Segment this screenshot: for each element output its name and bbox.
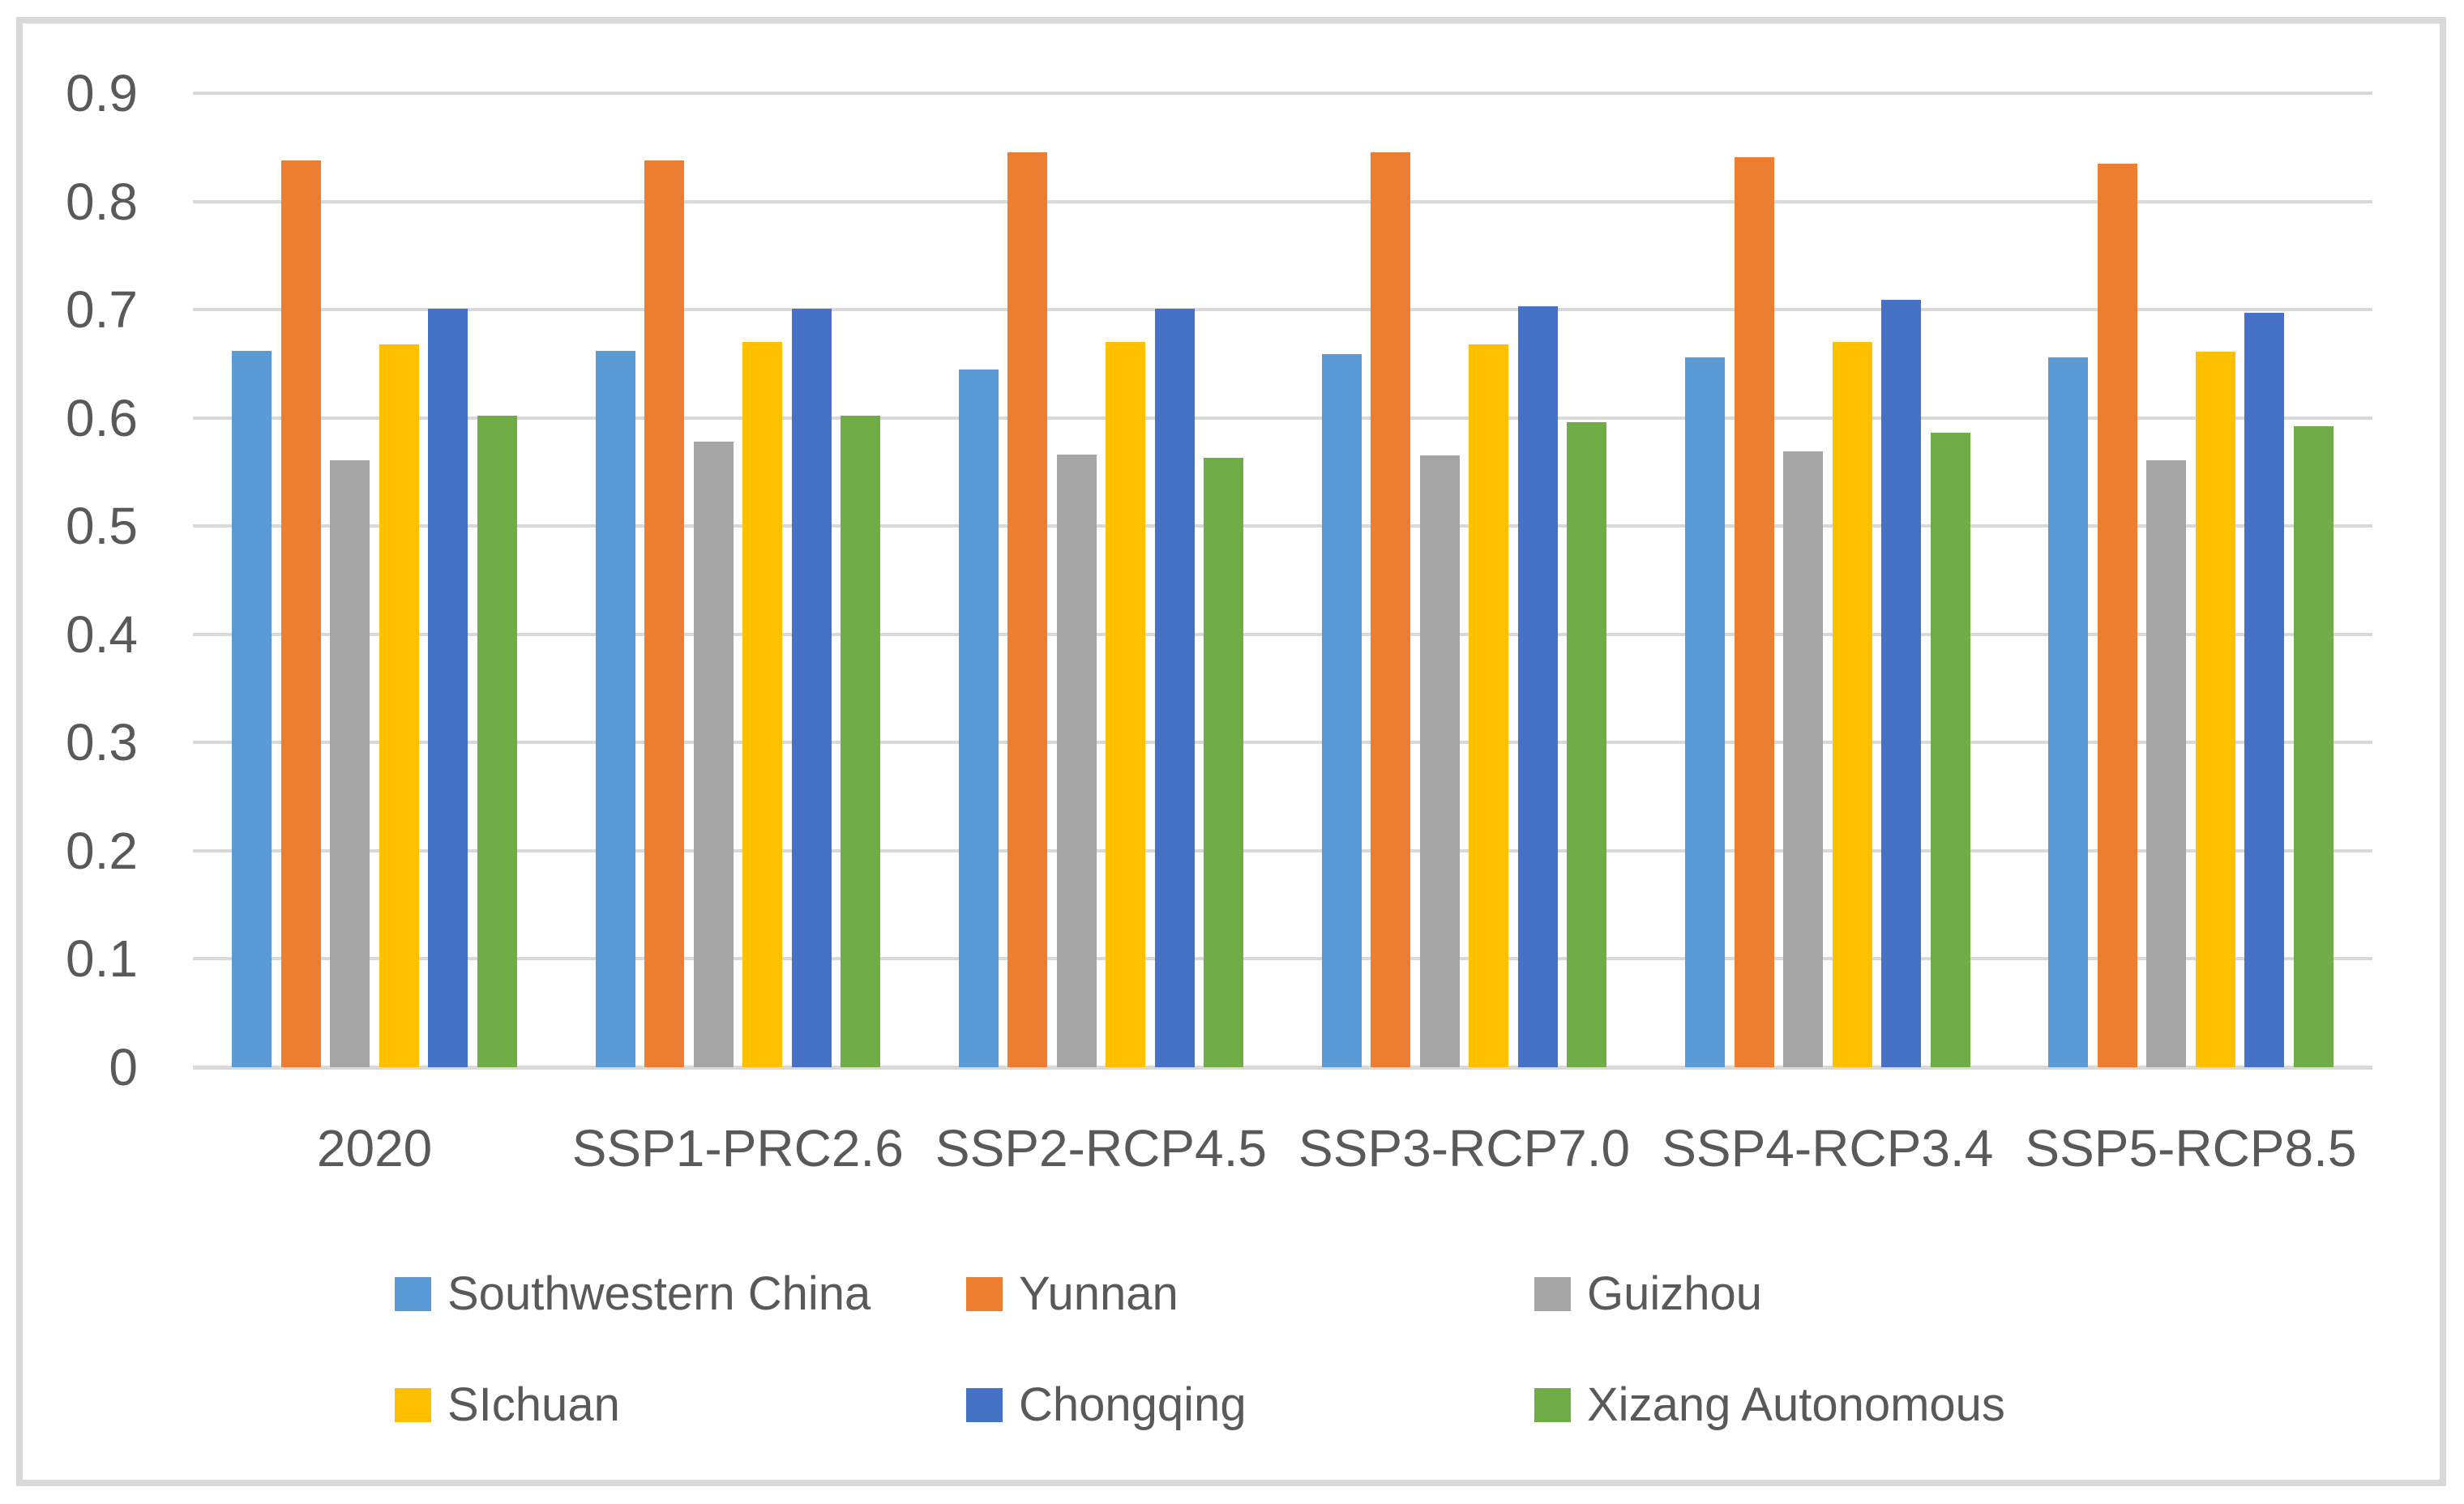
legend-label: Yunnan [1019,1267,1179,1320]
gridline [193,848,2372,852]
legend-marker-sichuan [395,1388,431,1422]
legend-marker-xizang-autonomous [1534,1388,1571,1422]
bar-guizhou [1419,455,1460,1067]
bar-xizang-autonomous [1930,433,1970,1067]
gridline [193,199,2372,203]
bar-xizang-autonomous [1567,421,1607,1067]
y-tick-label: 0.2 [66,821,138,880]
bar-chongqing [1881,300,1921,1067]
bar-yunnan [1734,156,1774,1067]
bar-southwestern-china [232,350,272,1067]
bar-xizang-autonomous [2293,426,2334,1067]
bar-xizang-autonomous [1204,458,1244,1067]
bar-sichuan [379,344,419,1067]
legend-marker-yunnan [966,1277,1003,1311]
gridline [193,416,2372,420]
bar-southwestern-china [1685,357,1725,1067]
bar-yunnan [1371,152,1411,1067]
legend-label: Chongqing [1019,1378,1247,1431]
y-tick-label: 0.1 [66,929,138,989]
y-tick-label: 0 [109,1038,138,1096]
bar-sichuan [742,342,782,1067]
bar-sichuan [1469,344,1509,1067]
gridline [193,741,2372,745]
y-tick-label: 0.6 [66,388,138,447]
bar-southwestern-china [2048,357,2089,1067]
bar-southwestern-china [1321,353,1362,1067]
gridline [193,308,2372,312]
legend-item: Xizang Autonomous [1534,1378,2005,1432]
x-axis-label: SSP4-RCP3.4 [1662,1119,1994,1177]
bar-yunnan [1007,152,1048,1067]
bar-guizhou [330,459,370,1067]
bar-southwestern-china [595,350,635,1067]
bar-xizang-autonomous [841,415,880,1067]
legend-marker-guizhou [1534,1277,1571,1311]
bar-guizhou [2146,459,2187,1067]
gridline [193,524,2372,528]
legend-label: Xizang Autonomous [1587,1378,2005,1431]
y-tick-label: 0.3 [66,713,138,772]
bar-xizang-autonomous [477,415,517,1067]
legend-label: Southwestern China [447,1267,871,1320]
gridline [193,632,2372,636]
bar-yunnan [644,160,684,1067]
legend-marker-chongqing [966,1388,1003,1422]
x-axis-label: 2020 [316,1119,433,1177]
y-tick-label: 0.9 [66,63,138,122]
bar-chongqing [791,308,832,1067]
x-axis-line [193,1066,2372,1070]
x-axis-label: SSP3-RCP7.0 [1298,1119,1631,1177]
bar-chongqing [1154,308,1195,1067]
x-axis-label: SSP1-PRC2.6 [571,1119,904,1177]
legend-label: Guizhou [1587,1267,1763,1320]
legend-item: Yunnan [966,1267,1179,1321]
bar-chongqing [1517,306,1558,1067]
gridline [193,957,2372,961]
legend-item: Guizhou [1534,1267,1762,1321]
y-tick-label: 0.4 [66,605,138,664]
bar-chongqing [2244,313,2285,1067]
bar-guizhou [693,442,734,1067]
legend-item: Chongqing [966,1378,1247,1432]
legend-item: Southwestern China [395,1267,871,1321]
x-axis-label: SSP5-RCP8.5 [2025,1119,2357,1177]
legend-label: SIchuan [447,1378,620,1431]
legend-marker-southwestern-china [395,1277,431,1311]
bar-sichuan [1832,342,1872,1067]
bar-guizhou [1056,455,1097,1067]
y-tick-label: 0.8 [66,172,138,231]
bar-southwestern-china [958,369,999,1067]
bar-guizhou [1783,451,1823,1067]
bar-sichuan [2195,352,2235,1067]
y-tick-label: 0.5 [66,497,138,556]
bar-chongqing [428,308,468,1067]
gridline [193,91,2372,95]
y-tick-label: 0.7 [66,280,138,340]
bar-yunnan [280,160,321,1067]
legend-item: SIchuan [395,1378,620,1432]
bar-yunnan [2097,163,2137,1067]
bar-sichuan [1106,342,1146,1067]
x-axis-label: SSP2-RCP4.5 [935,1119,1267,1177]
